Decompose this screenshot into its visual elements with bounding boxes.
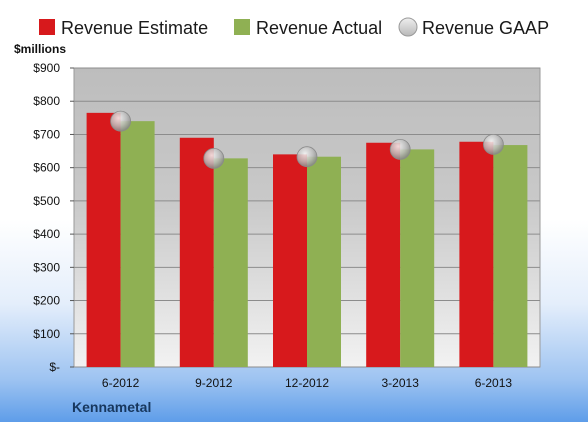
- x-tick-label: 6-2013: [475, 376, 513, 390]
- y-tick-label: $400: [33, 227, 60, 241]
- legend-label-revenue-gaap: Revenue GAAP: [422, 18, 549, 38]
- bar-revenue-estimate: [179, 137, 214, 367]
- y-tick-label: $700: [33, 127, 60, 141]
- bar-revenue-actual: [120, 121, 155, 368]
- y-tick-label: $300: [33, 260, 60, 274]
- bar-revenue-estimate: [366, 142, 401, 367]
- bar-revenue-estimate: [273, 154, 307, 367]
- x-tick-label: 3-2013: [382, 376, 420, 390]
- bar-revenue-estimate: [86, 112, 121, 367]
- y-tick-label: $900: [33, 61, 60, 75]
- x-axis-ticks: 6-2012 9-2012 12-2012 3-2013 6-2013: [102, 376, 512, 390]
- y-tick-label: $800: [33, 94, 60, 108]
- bar-revenue-actual: [493, 145, 528, 367]
- y-tick-label: $200: [33, 294, 60, 308]
- bar-revenue-estimate: [459, 141, 494, 367]
- bars: [86, 112, 528, 368]
- y-tick-label: $100: [33, 327, 60, 341]
- company-name: Kennametal: [72, 399, 151, 415]
- x-tick-label: 12-2012: [285, 376, 329, 390]
- x-tick-label: 9-2012: [195, 376, 233, 390]
- legend-label-revenue-estimate: Revenue Estimate: [61, 18, 208, 38]
- bar-revenue-actual: [400, 149, 435, 367]
- legend: Revenue Estimate Revenue Actual Revenue …: [39, 17, 549, 38]
- legend-marker-revenue-gaap: [398, 17, 418, 37]
- gaap-markers: [110, 110, 504, 169]
- marker-revenue-gaap: [110, 110, 131, 132]
- y-tick-label: $500: [33, 194, 60, 208]
- marker-revenue-gaap: [203, 147, 225, 169]
- y-axis-label: $millions: [14, 42, 66, 56]
- bar-revenue-actual: [213, 158, 248, 367]
- legend-swatch-revenue-estimate: [39, 19, 55, 35]
- y-tick-label: $-: [49, 360, 60, 374]
- marker-revenue-gaap: [482, 134, 504, 155]
- y-axis-ticks: $- $100 $200 $300 $400 $500 $600 $700 $800 $900: [33, 61, 74, 374]
- bar-revenue-actual: [307, 156, 341, 367]
- legend-label-revenue-actual: Revenue Actual: [256, 18, 382, 38]
- legend-swatch-revenue-actual: [234, 19, 250, 35]
- x-tick-label: 6-2012: [102, 376, 140, 390]
- marker-revenue-gaap: [296, 146, 318, 168]
- marker-revenue-gaap: [389, 138, 411, 160]
- y-tick-label: $600: [33, 161, 60, 175]
